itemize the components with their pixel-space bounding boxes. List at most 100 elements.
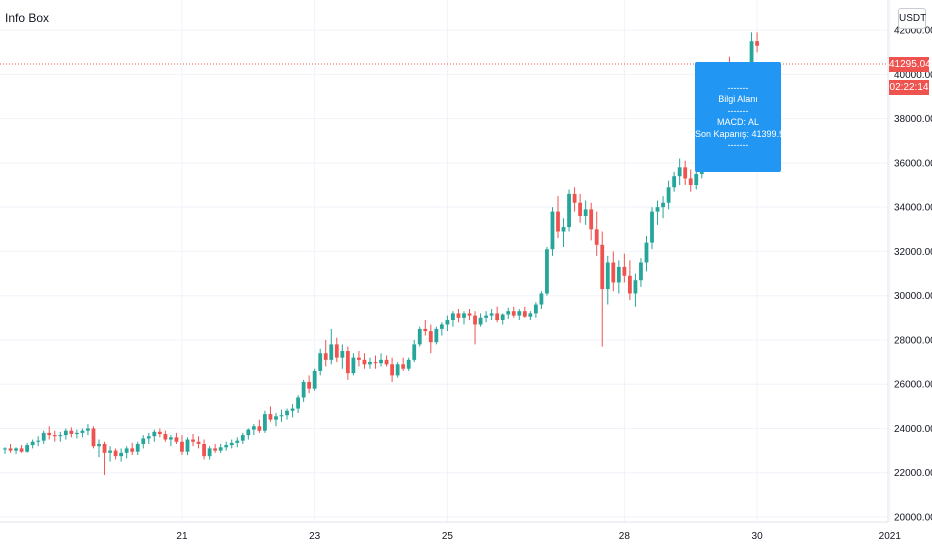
- candle-body: [318, 353, 323, 371]
- currency-badge[interactable]: USDT: [898, 8, 926, 29]
- price-tick-label: 34000.00: [894, 203, 932, 214]
- candle-body: [246, 429, 251, 436]
- candle-body: [611, 262, 616, 283]
- candle-body: [113, 450, 118, 457]
- candle-body: [207, 448, 212, 457]
- candle-body: [683, 167, 688, 179]
- price-axis[interactable]: 20000.00 22000.00 24000.00 26000.00 28000.00…: [894, 26, 932, 524]
- price-tick-label: 42000.00: [894, 26, 932, 37]
- candle-body: [688, 178, 693, 186]
- candle-body: [290, 408, 295, 411]
- candle-body: [594, 229, 599, 245]
- candle-body: [390, 364, 394, 376]
- candle-body: [196, 441, 201, 444]
- candle-body: [589, 209, 594, 230]
- indicator-title: Info Box: [5, 11, 50, 25]
- candle-body: [561, 227, 566, 232]
- candle-body: [533, 304, 538, 314]
- candle-body: [157, 431, 162, 435]
- candle-body: [86, 428, 90, 431]
- candle-body: [451, 313, 455, 321]
- candle-body: [130, 448, 135, 452]
- candle-body: [108, 450, 112, 453]
- time-tick-label: 2021: [879, 531, 902, 542]
- candle-body: [312, 370, 317, 389]
- last-price-label: 41295.04: [889, 57, 931, 72]
- candle-body: [163, 434, 168, 440]
- candle-body: [517, 311, 522, 316]
- candle-body: [80, 430, 85, 433]
- candle-body: [251, 426, 256, 430]
- candle-body: [268, 414, 273, 420]
- candle-body: [180, 441, 184, 452]
- candle-body: [340, 351, 345, 358]
- candle-body: [406, 359, 411, 369]
- candle-body: [467, 313, 472, 316]
- info-box: ------- Bilgi Alanı ------- MACD: AL Son…: [695, 62, 789, 172]
- candle-body: [456, 313, 461, 318]
- candle-body: [644, 242, 649, 263]
- candle-body: [484, 315, 489, 318]
- candle-body: [368, 362, 372, 365]
- info-box-line: -------: [727, 82, 749, 93]
- candle-body: [74, 432, 79, 435]
- candle-body: [296, 397, 300, 409]
- candle-body: [279, 415, 284, 417]
- candle-body: [639, 262, 643, 281]
- candle-body: [423, 328, 428, 332]
- candle-body: [191, 439, 195, 442]
- candle-body: [240, 435, 245, 441]
- candle-body: [556, 211, 560, 232]
- candle-body: [218, 447, 223, 451]
- candle-body: [755, 41, 759, 46]
- info-box-line: -------: [727, 140, 749, 150]
- candle-body: [462, 313, 466, 318]
- candle-body: [235, 440, 240, 443]
- time-axis[interactable]: 21232528302021468111315: [176, 531, 932, 542]
- candle-body: [224, 445, 229, 448]
- candle-body: [616, 266, 621, 283]
- candle-body: [274, 416, 278, 420]
- candle-body: [357, 357, 361, 360]
- candle-body: [229, 442, 234, 446]
- candle-body: [473, 315, 477, 325]
- candle-body: [169, 437, 173, 440]
- candle-body: [41, 432, 46, 441]
- candle-body: [600, 244, 605, 290]
- price-tick-label: 20000.00: [894, 513, 932, 524]
- info-box-title: Bilgi Alanı: [718, 94, 758, 104]
- time-tick-label: 28: [619, 531, 631, 542]
- candle-body: [373, 362, 378, 364]
- candle-body: [395, 364, 400, 376]
- time-tick-label: 23: [309, 531, 321, 542]
- candle-body: [351, 357, 356, 374]
- candle-body: [445, 320, 450, 325]
- candle-body: [152, 431, 157, 437]
- candle-body: [500, 314, 505, 321]
- price-tick-label: 30000.00: [894, 291, 932, 302]
- candle-body: [329, 344, 334, 360]
- time-tick-label: 25: [442, 531, 454, 542]
- candle-body: [489, 313, 494, 316]
- candle-body: [672, 176, 677, 188]
- candle-body: [583, 209, 588, 217]
- candle-body: [3, 448, 7, 450]
- grid-lines: [0, 0, 891, 522]
- candle-body: [8, 448, 13, 451]
- candle-body: [550, 211, 555, 250]
- candle-body: [666, 187, 671, 203]
- candle-body: [307, 382, 312, 389]
- candle-body: [345, 351, 350, 374]
- info-box-macd: MACD: AL: [716, 117, 759, 127]
- candle-body: [439, 324, 444, 329]
- price-tick-label: 28000.00: [894, 335, 932, 346]
- candle-body: [545, 249, 549, 294]
- candle-body: [185, 439, 190, 452]
- candle-body: [511, 311, 516, 316]
- candle-body: [257, 426, 262, 431]
- candle-body: [622, 266, 627, 276]
- price-tick-label: 32000.00: [894, 247, 932, 258]
- candle-body: [102, 443, 107, 453]
- candle-body: [58, 435, 63, 437]
